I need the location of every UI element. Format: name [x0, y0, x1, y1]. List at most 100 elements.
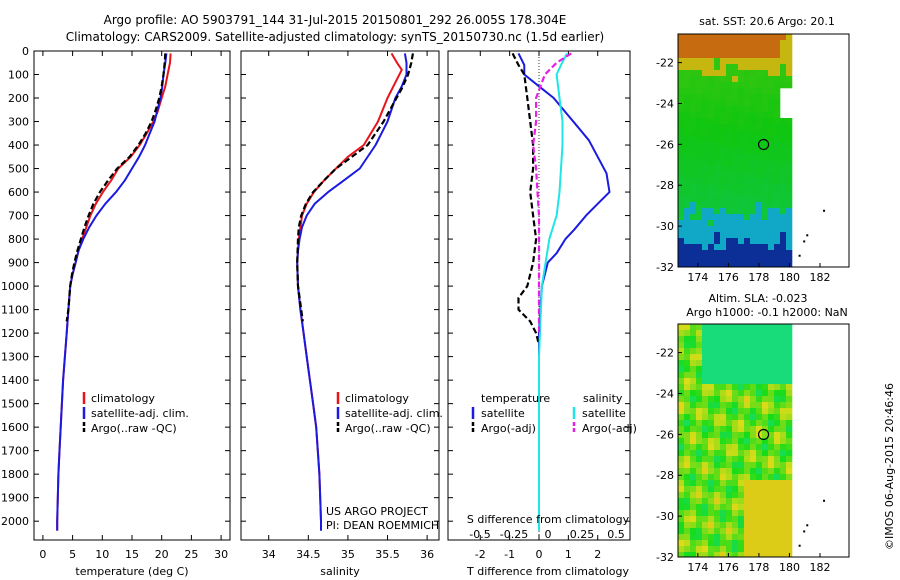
map-cell [732, 130, 739, 137]
temperature-legend: climatology satellite-adj. clim. Argo(..… [82, 392, 189, 435]
map-cell [744, 190, 751, 197]
map-cell [690, 142, 697, 149]
map-cell [726, 384, 733, 391]
map-cell [780, 154, 787, 161]
map-cell [696, 106, 703, 113]
map-cell [684, 172, 691, 179]
map-cell [762, 420, 769, 427]
map-cell [768, 342, 775, 349]
map-cell [780, 336, 787, 343]
map-cell [756, 76, 763, 83]
map-cell [732, 408, 739, 415]
map-cell [756, 426, 763, 433]
map-cell [726, 106, 733, 113]
map-cell [738, 522, 745, 529]
map-cell [690, 154, 697, 161]
map-cell [714, 498, 721, 505]
map-cell [696, 534, 703, 541]
map-cell [684, 184, 691, 191]
map-cell [684, 34, 691, 41]
map-cell [780, 214, 787, 221]
map-cell [702, 184, 709, 191]
map-cell [768, 462, 775, 469]
map-cell [696, 348, 703, 355]
map-cell [750, 492, 757, 499]
map-cell [714, 214, 721, 221]
map-cell [690, 148, 697, 155]
map-cell [762, 220, 769, 227]
map-cell [714, 480, 721, 487]
map-cell [702, 552, 709, 557]
map-cell [738, 486, 745, 493]
map-cell [762, 196, 769, 203]
map-cell [768, 474, 775, 481]
map-cell [702, 444, 709, 451]
map-cell [738, 94, 745, 101]
map-cell [756, 528, 763, 535]
map-cell [744, 372, 751, 379]
map-cell [696, 172, 703, 179]
map-cell [750, 336, 757, 343]
map-cell [720, 492, 727, 499]
map-cell [684, 160, 691, 167]
map-cell [750, 396, 757, 403]
map-cell [780, 468, 787, 475]
x-tick-label: 1 [565, 548, 572, 561]
map-cell [756, 184, 763, 191]
map-cell [720, 552, 727, 557]
map-cell [684, 58, 691, 65]
map-cell [738, 118, 745, 125]
map-cell [720, 432, 727, 439]
map-cell [684, 426, 691, 433]
map-cell [744, 214, 751, 221]
map-cell [702, 360, 709, 367]
map-cell [774, 208, 781, 215]
map-cell [774, 378, 781, 385]
difference-legend: temperature salinity satellite Argo(-adj… [471, 392, 637, 435]
map-cell [726, 52, 733, 59]
map-cell [732, 112, 739, 119]
map-cell [756, 498, 763, 505]
map-cell [768, 528, 775, 535]
map-cell [696, 438, 703, 445]
map-cell [774, 402, 781, 409]
map-cell [738, 124, 745, 131]
map-cell [684, 70, 691, 77]
map-cell [708, 408, 715, 415]
map-cell [726, 244, 733, 251]
map-cell [714, 354, 721, 361]
map-cell [720, 250, 727, 257]
map-cell [774, 220, 781, 227]
x-tick-label: 25 [184, 548, 198, 561]
credit-project: US ARGO PROJECT [326, 505, 428, 518]
map-cell [714, 238, 721, 245]
map-cell [678, 76, 685, 83]
map-cell [726, 256, 733, 263]
map-cell [714, 142, 721, 149]
map-cell [702, 372, 709, 379]
map-cell [774, 184, 781, 191]
map-cell [750, 52, 757, 59]
map-y-tick-label: -30 [656, 220, 674, 233]
y-tick-label: 1000 [1, 280, 29, 293]
map-cell [732, 378, 739, 385]
map-cell [774, 58, 781, 65]
y-tick-label: 0 [22, 45, 29, 58]
map-cell [696, 408, 703, 415]
map-cell [768, 238, 775, 245]
map-cell [720, 384, 727, 391]
map-cell [684, 124, 691, 131]
map-cell [756, 202, 763, 209]
map-cell [768, 402, 775, 409]
map-cell [702, 220, 709, 227]
map-cell [762, 256, 769, 263]
map-cell [690, 414, 697, 421]
y-tick-label: 100 [8, 69, 29, 82]
map-cell [750, 342, 757, 349]
map-cell [678, 456, 685, 463]
map-cell [684, 354, 691, 361]
map-cell [690, 40, 697, 47]
map-cell [696, 378, 703, 385]
map-cell [774, 64, 781, 71]
map-cell [726, 190, 733, 197]
